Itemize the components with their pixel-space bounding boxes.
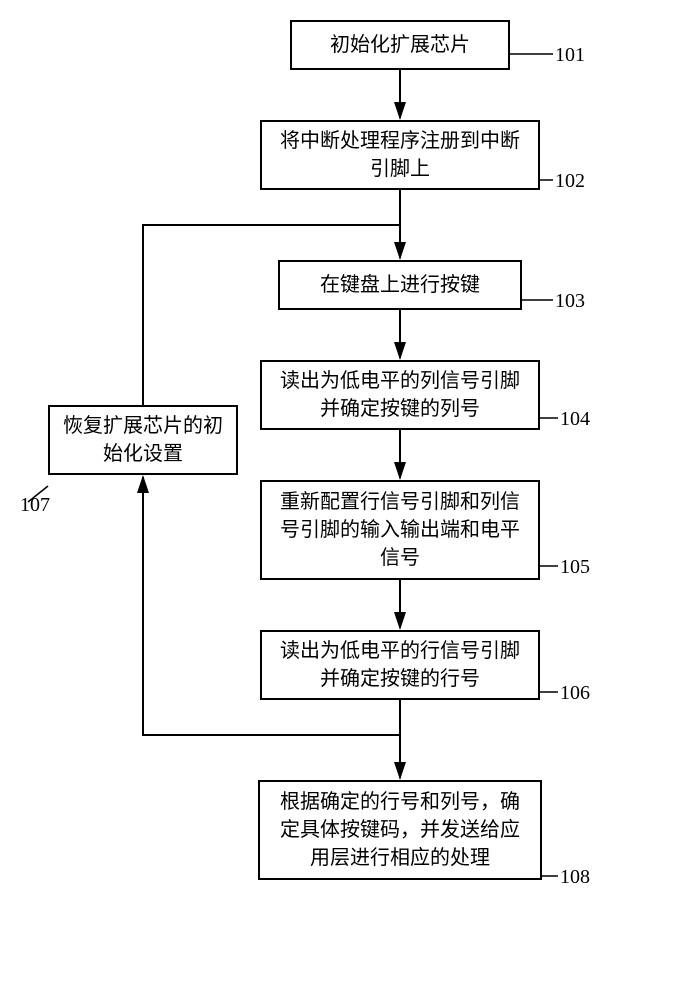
node-104: 读出为低电平的列信号引脚并确定按键的列号: [260, 360, 540, 430]
node-101: 初始化扩展芯片: [290, 20, 510, 70]
label-107: 107: [20, 494, 50, 517]
label-104: 104: [560, 408, 590, 431]
node-105: 重新配置行信号引脚和列信号引脚的输入输出端和电平信号: [260, 480, 540, 580]
label-103: 103: [555, 290, 585, 313]
label-101: 101: [555, 44, 585, 67]
node-102: 将中断处理程序注册到中断引脚上: [260, 120, 540, 190]
node-107: 恢复扩展芯片的初始化设置: [48, 405, 238, 475]
label-102: 102: [555, 170, 585, 193]
label-108: 108: [560, 866, 590, 889]
label-106: 106: [560, 682, 590, 705]
node-106: 读出为低电平的行信号引脚并确定按键的行号: [260, 630, 540, 700]
node-108: 根据确定的行号和列号，确定具体按键码，并发送给应用层进行相应的处理: [258, 780, 542, 880]
node-103: 在键盘上进行按键: [278, 260, 522, 310]
label-105: 105: [560, 556, 590, 579]
